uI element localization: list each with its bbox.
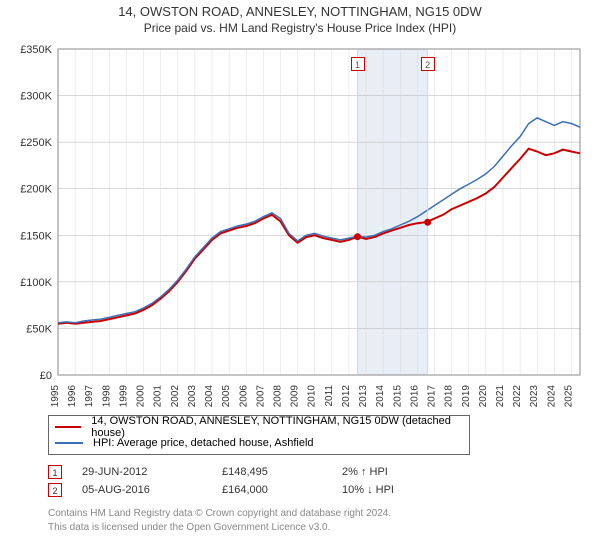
sale-row: 2 05-AUG-2016 £164,000 10% ↓ HPI (48, 481, 590, 499)
chart-area: £0 £50K £100K £150K £200K £250K £300K £350K 1995… (10, 41, 590, 411)
legend-swatch-price-paid (55, 426, 81, 428)
svg-text:1998: 1998 (101, 385, 112, 408)
svg-text:2000: 2000 (136, 385, 147, 408)
footer-line: Contains HM Land Registry data © Crown c… (48, 507, 590, 521)
svg-text:1997: 1997 (84, 385, 95, 408)
svg-text:2024: 2024 (546, 385, 557, 408)
svg-text:2002: 2002 (170, 385, 181, 408)
svg-text:2003: 2003 (187, 385, 198, 408)
svg-text:2005: 2005 (221, 385, 232, 408)
sale-row: 1 29-JUN-2012 £148,495 2% ↑ HPI (48, 463, 590, 481)
page-title: 14, OWSTON ROAD, ANNESLEY, NOTTINGHAM, N… (0, 4, 600, 19)
svg-text:2015: 2015 (392, 385, 403, 408)
sale-diff-vs-hpi: 10% ↓ HPI (342, 484, 462, 496)
chart-frame: 14, OWSTON ROAD, ANNESLEY, NOTTINGHAM, N… (0, 0, 600, 560)
svg-text:£100K: £100K (20, 277, 52, 289)
sales-table: 1 29-JUN-2012 £148,495 2% ↑ HPI 2 05-AUG… (48, 463, 590, 499)
svg-text:£250K: £250K (20, 137, 52, 149)
chart-legend: 14, OWSTON ROAD, ANNESLEY, NOTTINGHAM, N… (48, 415, 470, 455)
svg-text:2012: 2012 (341, 385, 352, 408)
svg-text:2014: 2014 (375, 385, 386, 408)
svg-text:2006: 2006 (238, 385, 249, 408)
svg-text:£300K: £300K (20, 91, 52, 103)
svg-text:£200K: £200K (20, 184, 52, 196)
line-chart-svg: £0 £50K £100K £150K £200K £250K £300K £350K 1995… (10, 41, 590, 411)
footer-line: This data is licensed under the Open Gov… (48, 521, 590, 535)
svg-text:2020: 2020 (478, 385, 489, 408)
svg-text:2023: 2023 (529, 385, 540, 408)
svg-text:2017: 2017 (427, 385, 438, 408)
title-block: 14, OWSTON ROAD, ANNESLEY, NOTTINGHAM, N… (0, 0, 600, 35)
svg-text:£0: £0 (40, 370, 52, 382)
legend-label: 14, OWSTON ROAD, ANNESLEY, NOTTINGHAM, N… (91, 415, 463, 439)
svg-text:2018: 2018 (444, 385, 455, 408)
sale-date: 05-AUG-2016 (82, 484, 222, 496)
sale-marker-label: 2 (421, 57, 435, 71)
svg-text:2021: 2021 (495, 385, 506, 408)
legend-label: HPI: Average price, detached house, Ashf… (93, 437, 314, 449)
svg-text:1996: 1996 (67, 385, 78, 408)
svg-text:1995: 1995 (50, 385, 61, 408)
svg-text:2016: 2016 (409, 385, 420, 408)
svg-text:£150K: £150K (20, 230, 52, 242)
svg-text:£350K: £350K (20, 44, 52, 56)
sale-price: £164,000 (222, 484, 342, 496)
svg-text:2025: 2025 (563, 385, 574, 408)
svg-text:2019: 2019 (461, 385, 472, 408)
svg-text:2001: 2001 (153, 385, 164, 408)
sale-date: 29-JUN-2012 (82, 466, 222, 478)
svg-text:£50K: £50K (26, 323, 52, 335)
legend-item: 14, OWSTON ROAD, ANNESLEY, NOTTINGHAM, N… (55, 419, 463, 435)
page-subtitle: Price paid vs. HM Land Registry's House … (0, 21, 600, 35)
svg-text:2010: 2010 (307, 385, 318, 408)
svg-text:2007: 2007 (255, 385, 266, 408)
sale-index-marker: 2 (48, 483, 62, 497)
price-paid-line (58, 149, 580, 324)
svg-text:2022: 2022 (512, 385, 523, 408)
sale-marker-label: 1 (351, 57, 365, 71)
footer-attribution: Contains HM Land Registry data © Crown c… (48, 507, 590, 535)
svg-text:2011: 2011 (324, 385, 335, 407)
svg-text:2013: 2013 (358, 385, 369, 408)
svg-text:2009: 2009 (290, 385, 301, 408)
hpi-line (58, 118, 580, 323)
svg-text:2004: 2004 (204, 385, 215, 408)
svg-text:2008: 2008 (272, 385, 283, 408)
legend-swatch-hpi (55, 442, 83, 444)
svg-text:1999: 1999 (118, 385, 129, 408)
sale-diff-vs-hpi: 2% ↑ HPI (342, 466, 462, 478)
sale-price: £148,495 (222, 466, 342, 478)
sale-index-marker: 1 (48, 465, 62, 479)
